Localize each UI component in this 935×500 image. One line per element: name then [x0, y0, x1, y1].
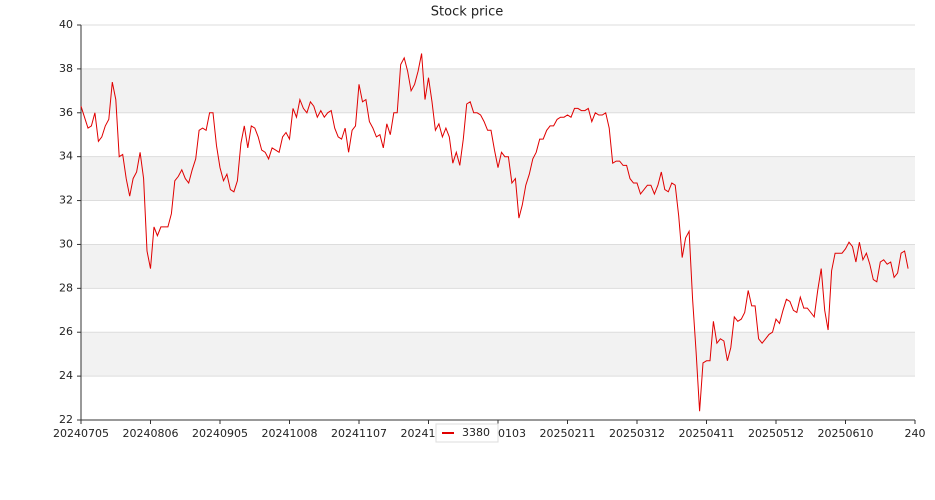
price-line: [80, 53, 909, 412]
y-tick-label: 38: [59, 62, 73, 75]
y-tick-label: 22: [59, 413, 73, 426]
chart-title: Stock price: [431, 5, 503, 20]
legend-box: [435, 423, 499, 443]
grid-band: [81, 244, 915, 289]
grid-band: [81, 68, 915, 113]
y-tick-label: 40: [59, 18, 73, 31]
y-tick-label: 32: [59, 194, 73, 207]
y-tick-label: 24: [59, 369, 73, 382]
legend-label: 3380: [462, 426, 490, 439]
y-tick-label: 30: [59, 237, 73, 250]
x-tick-label: 20250411: [679, 427, 735, 440]
x-tick-label: 240: [905, 427, 926, 440]
y-tick-label: 26: [59, 325, 73, 338]
x-tick-label: 20250610: [818, 427, 874, 440]
y-tick-label: 36: [59, 106, 73, 119]
x-tick-label: 20241008: [262, 427, 318, 440]
x-tick-label: 20250312: [609, 427, 665, 440]
grid-band: [81, 156, 915, 201]
x-tick-label: 20250512: [748, 427, 804, 440]
x-tick-label: 20241107: [331, 427, 387, 440]
x-tick-label: 20240806: [123, 427, 179, 440]
x-tick-label: 20240905: [192, 427, 248, 440]
x-tick-label: 20240705: [53, 427, 109, 440]
y-tick-label: 28: [59, 281, 73, 294]
grid-band: [81, 332, 915, 377]
x-tick-label: 20250211: [540, 427, 596, 440]
y-tick-label: 34: [59, 150, 73, 163]
